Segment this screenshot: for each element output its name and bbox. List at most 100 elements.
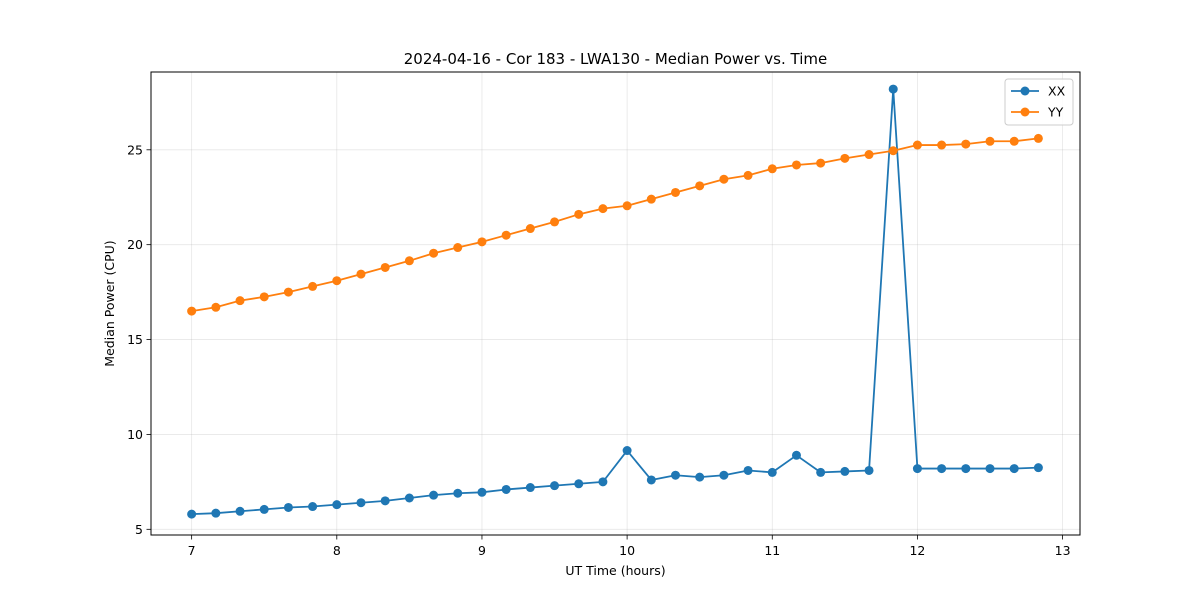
data-point-yy [501,230,511,240]
data-point-xx [259,504,269,514]
data-point-xx [695,472,705,482]
data-point-yy [598,204,608,214]
data-point-yy [888,146,898,156]
data-point-xx [525,483,535,493]
x-tick-label: 9 [478,543,486,558]
legend-label-yy: YY [1047,105,1064,120]
data-point-xx [574,479,584,489]
data-point-xx [598,477,608,487]
x-tick-label: 13 [1055,543,1071,558]
series-yy [187,133,1043,316]
data-point-yy [332,276,342,286]
data-point-xx [670,470,680,480]
data-point-yy [1009,136,1019,146]
data-point-yy [525,224,535,234]
grid [151,72,1080,535]
data-point-xx [187,509,197,519]
data-point-yy [864,150,874,160]
legend-marker-xx [1020,86,1030,96]
data-point-yy [791,160,801,170]
data-point-yy [695,181,705,191]
data-point-xx [550,481,560,491]
data-point-xx [888,84,898,94]
data-point-xx [1033,463,1043,473]
data-point-yy [574,209,584,219]
x-tick-label: 11 [764,543,780,558]
data-point-yy [235,296,245,306]
data-point-yy [1033,133,1043,143]
data-point-yy [404,256,414,266]
data-point-yy [985,136,995,146]
legend-marker-yy [1020,107,1030,117]
x-tick-label: 8 [333,543,341,558]
data-point-xx [622,446,632,456]
x-tick-label: 10 [619,543,635,558]
data-point-xx [791,450,801,460]
data-point-xx [961,464,971,474]
y-tick-label: 20 [127,237,143,252]
data-point-yy [646,194,656,204]
plot-frame [150,71,1081,536]
y-tick-label: 15 [127,332,143,347]
data-point-xx [937,464,947,474]
data-point-xx [985,464,995,474]
data-point-xx [453,488,463,498]
data-point-yy [380,262,390,272]
data-point-xx [840,466,850,476]
chart-title: 2024-04-16 - Cor 183 - LWA130 - Median P… [404,50,828,68]
data-point-yy [283,287,293,297]
legend-entry-yy: YY [1011,105,1064,120]
data-point-yy [816,158,826,168]
data-point-xx [211,508,221,518]
x-tick-label: 12 [909,543,925,558]
data-point-xx [332,500,342,510]
data-point-xx [501,484,511,494]
legend-entry-xx: XX [1011,84,1066,99]
data-point-xx [477,487,487,497]
data-point-yy [308,281,318,291]
data-point-xx [1009,464,1019,474]
data-point-yy [356,269,366,279]
data-point-yy [550,217,560,227]
data-point-yy [961,139,971,149]
data-point-xx [356,498,366,508]
data-point-xx [404,493,414,503]
data-point-xx [912,464,922,474]
data-point-xx [719,470,729,480]
data-point-yy [477,237,487,247]
data-point-yy [743,170,753,180]
data-point-yy [259,292,269,302]
data-point-xx [235,506,245,516]
data-point-yy [719,174,729,184]
data-point-xx [743,465,753,475]
legend-label-xx: XX [1048,84,1066,99]
y-tick-label: 10 [127,427,143,442]
data-point-xx [308,502,318,512]
legend: XX YY [1004,78,1074,126]
x-tick-label: 7 [188,543,196,558]
y-tick-label: 25 [127,142,143,157]
x-axis-label: UT Time (hours) [565,563,665,578]
data-point-yy [670,187,680,197]
data-point-xx [380,496,390,506]
data-point-xx [816,467,826,477]
data-point-yy [429,248,439,258]
data-point-yy [187,306,197,316]
data-point-yy [622,201,632,211]
y-tick-label: 5 [135,522,143,537]
data-point-xx [283,502,293,512]
data-point-yy [937,140,947,150]
data-point-yy [912,140,922,150]
ticks: 7 8 9 10 11 12 13 5 10 15 20 25 [127,142,1070,558]
data-point-xx [429,490,439,500]
data-point-xx [864,465,874,475]
y-axis-label: Median Power (CPU) [102,240,117,366]
data-point-yy [453,243,463,253]
data-point-yy [211,302,221,312]
data-point-yy [767,164,777,174]
data-point-xx [767,467,777,477]
series-layer [187,84,1043,519]
data-point-xx [646,475,656,485]
